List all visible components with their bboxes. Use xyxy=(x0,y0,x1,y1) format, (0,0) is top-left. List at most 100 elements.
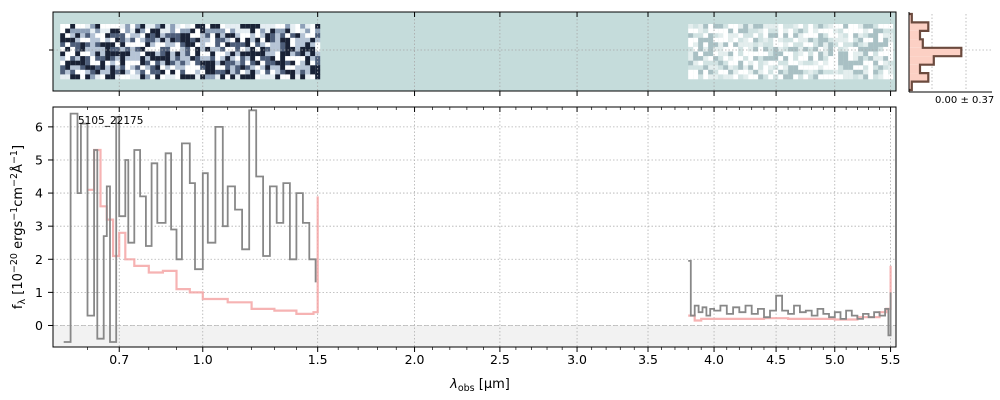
spectrum-2d-pixel xyxy=(120,24,126,29)
spectrum-2d-pixel xyxy=(838,51,844,57)
spectrum-2d-pixel xyxy=(225,28,231,34)
spectrum-2d-pixel xyxy=(290,46,296,52)
spectrum-2d-pixel xyxy=(230,33,236,39)
spectrum-2d-pixel xyxy=(863,28,869,34)
spectrum-2d-pixel xyxy=(255,42,261,48)
spectrum-2d-pixel xyxy=(290,51,296,57)
spectrum-2d-pixel xyxy=(240,56,246,61)
spectrum-2d-pixel xyxy=(843,42,849,48)
spectrum-2d-pixel xyxy=(713,37,719,43)
spectrum-2d-pixel xyxy=(125,74,131,80)
spectrum-2d-pixel xyxy=(693,60,699,66)
spectrum-2d-pixel xyxy=(688,33,694,39)
spectrum-2d-pixel xyxy=(190,24,196,29)
spectrum-2d-pixel xyxy=(888,28,894,34)
spectrum-2d-pixel xyxy=(713,46,719,52)
spectrum-2d-pixel xyxy=(140,28,146,34)
spectrum-2d-pixel xyxy=(305,74,311,80)
spectrum-2d-pixel xyxy=(70,37,76,43)
spectrum-2d-pixel xyxy=(220,69,226,75)
spectrum-2d-pixel xyxy=(733,24,739,29)
spectrum-2d-pixel xyxy=(215,24,221,29)
spectrum-2d-pixel xyxy=(753,24,759,29)
spectrum-1d-panel: 0.7 1.0 1.5 2.0 2.5 3.0 3.5 4.0 4.5 5.0 5.5 0 1 2 3 4 5… xyxy=(9,106,901,394)
spectrum-2d-pixel xyxy=(240,37,246,43)
spectrum-2d-pixel xyxy=(145,65,151,71)
spectrum-2d-pixel xyxy=(185,51,191,57)
spectrum-2d-pixel xyxy=(723,37,729,43)
spectrum-2d-pixel xyxy=(708,42,714,48)
spectrum-2d-pixel xyxy=(778,56,784,61)
spectrum-2d-pixel xyxy=(140,69,146,75)
spectrum-2d-pixel xyxy=(245,46,251,52)
spectrum-2d-pixel xyxy=(688,60,694,66)
spectrum-2d-pixel xyxy=(220,51,226,57)
spectrum-2d-pixel xyxy=(808,46,814,52)
spectrum-2d-pixel xyxy=(883,60,889,66)
spectrum-2d-pixel xyxy=(205,33,211,39)
spectrum-2d-pixel xyxy=(783,69,789,75)
spectrum-2d-pixel xyxy=(230,37,236,43)
spectrum-2d-pixel xyxy=(838,37,844,43)
spectrum-2d-pixel xyxy=(210,69,216,75)
spectrum-2d-pixel xyxy=(75,60,81,66)
spectrum-2d-pixel xyxy=(245,42,251,48)
spectrum-2d-pixel xyxy=(693,37,699,43)
spectrum-2d-pixel xyxy=(85,28,91,34)
spectrum-2d-pixel xyxy=(235,28,241,34)
spectrum-2d-pixel xyxy=(828,69,834,75)
spectrum-2d-pixel xyxy=(783,51,789,57)
spectrum-2d-pixel xyxy=(180,37,186,43)
spectrum-2d-pixel xyxy=(85,51,91,57)
spectrum-2d-pixel xyxy=(688,28,694,34)
histogram-bar xyxy=(909,47,962,57)
spectrum-2d-pixel xyxy=(878,33,884,39)
spectrum-2d-pixel xyxy=(270,42,276,48)
spectrum-2d-pixel xyxy=(270,65,276,71)
spectrum-2d-pixel xyxy=(100,60,106,66)
spectrum-2d-pixel xyxy=(275,28,281,34)
spectrum-2d-pixel xyxy=(833,51,839,57)
y-tick-label: 4 xyxy=(35,186,43,201)
spectrum-2d-pixel xyxy=(275,33,281,39)
spectrum-2d-pixel xyxy=(100,69,106,75)
spectrum-2d-pixel xyxy=(115,37,121,43)
spectrum-2d-pixel xyxy=(823,42,829,48)
spectrum-2d-pixel xyxy=(245,65,251,71)
spectrum-2d-pixel xyxy=(688,69,694,75)
spectrum-2d-pixel xyxy=(115,65,121,71)
spectrum-2d-pixel xyxy=(135,69,141,75)
spectrum-2d-pixel xyxy=(230,74,236,80)
spectrum-2d-pixel xyxy=(723,74,729,80)
spectrum-2d-pixel xyxy=(848,60,854,66)
spectrum-2d-pixel xyxy=(783,37,789,43)
spectrum-2d-pixel xyxy=(195,24,201,29)
spectrum-2d-pixel xyxy=(265,65,271,71)
spectrum-2d-pixel xyxy=(215,33,221,39)
spectrum-2d-pixel xyxy=(828,46,834,52)
spectrum-2d-pixel xyxy=(230,65,236,71)
object-id-label: 5105_22175 xyxy=(78,115,143,127)
spectrum-2d-pixel xyxy=(778,46,784,52)
spectrum-2d-pixel xyxy=(698,74,704,80)
spectrum-2d-pixel xyxy=(70,33,76,39)
spectrum-2d-pixel xyxy=(190,56,196,61)
spectrum-2d-pixel xyxy=(768,74,774,80)
spectrum-2d-pixel xyxy=(688,24,694,29)
spectrum-2d-pixel xyxy=(60,65,66,71)
spectrum-2d-pixel xyxy=(698,24,704,29)
y-tick-label: 1 xyxy=(35,285,43,300)
spectrum-2d-pixel xyxy=(793,28,799,34)
spectrum-2d-pixel xyxy=(823,33,829,39)
spectrum-2d-pixel xyxy=(260,56,266,61)
spectrum-2d-pixel xyxy=(255,37,261,43)
spectrum-2d-pixel xyxy=(768,46,774,52)
x-tick-label: 1.0 xyxy=(193,352,213,367)
spectrum-2d-pixel xyxy=(310,56,316,61)
spectrum-2d-pixel xyxy=(245,28,251,34)
spectrum-2d-pixel xyxy=(145,56,151,61)
spectrum-2d-pixel xyxy=(723,46,729,52)
spectrum-2d-pixel xyxy=(100,51,106,57)
spectrum-2d-pixel xyxy=(140,51,146,57)
spectrum-2d-pixel xyxy=(788,60,794,66)
